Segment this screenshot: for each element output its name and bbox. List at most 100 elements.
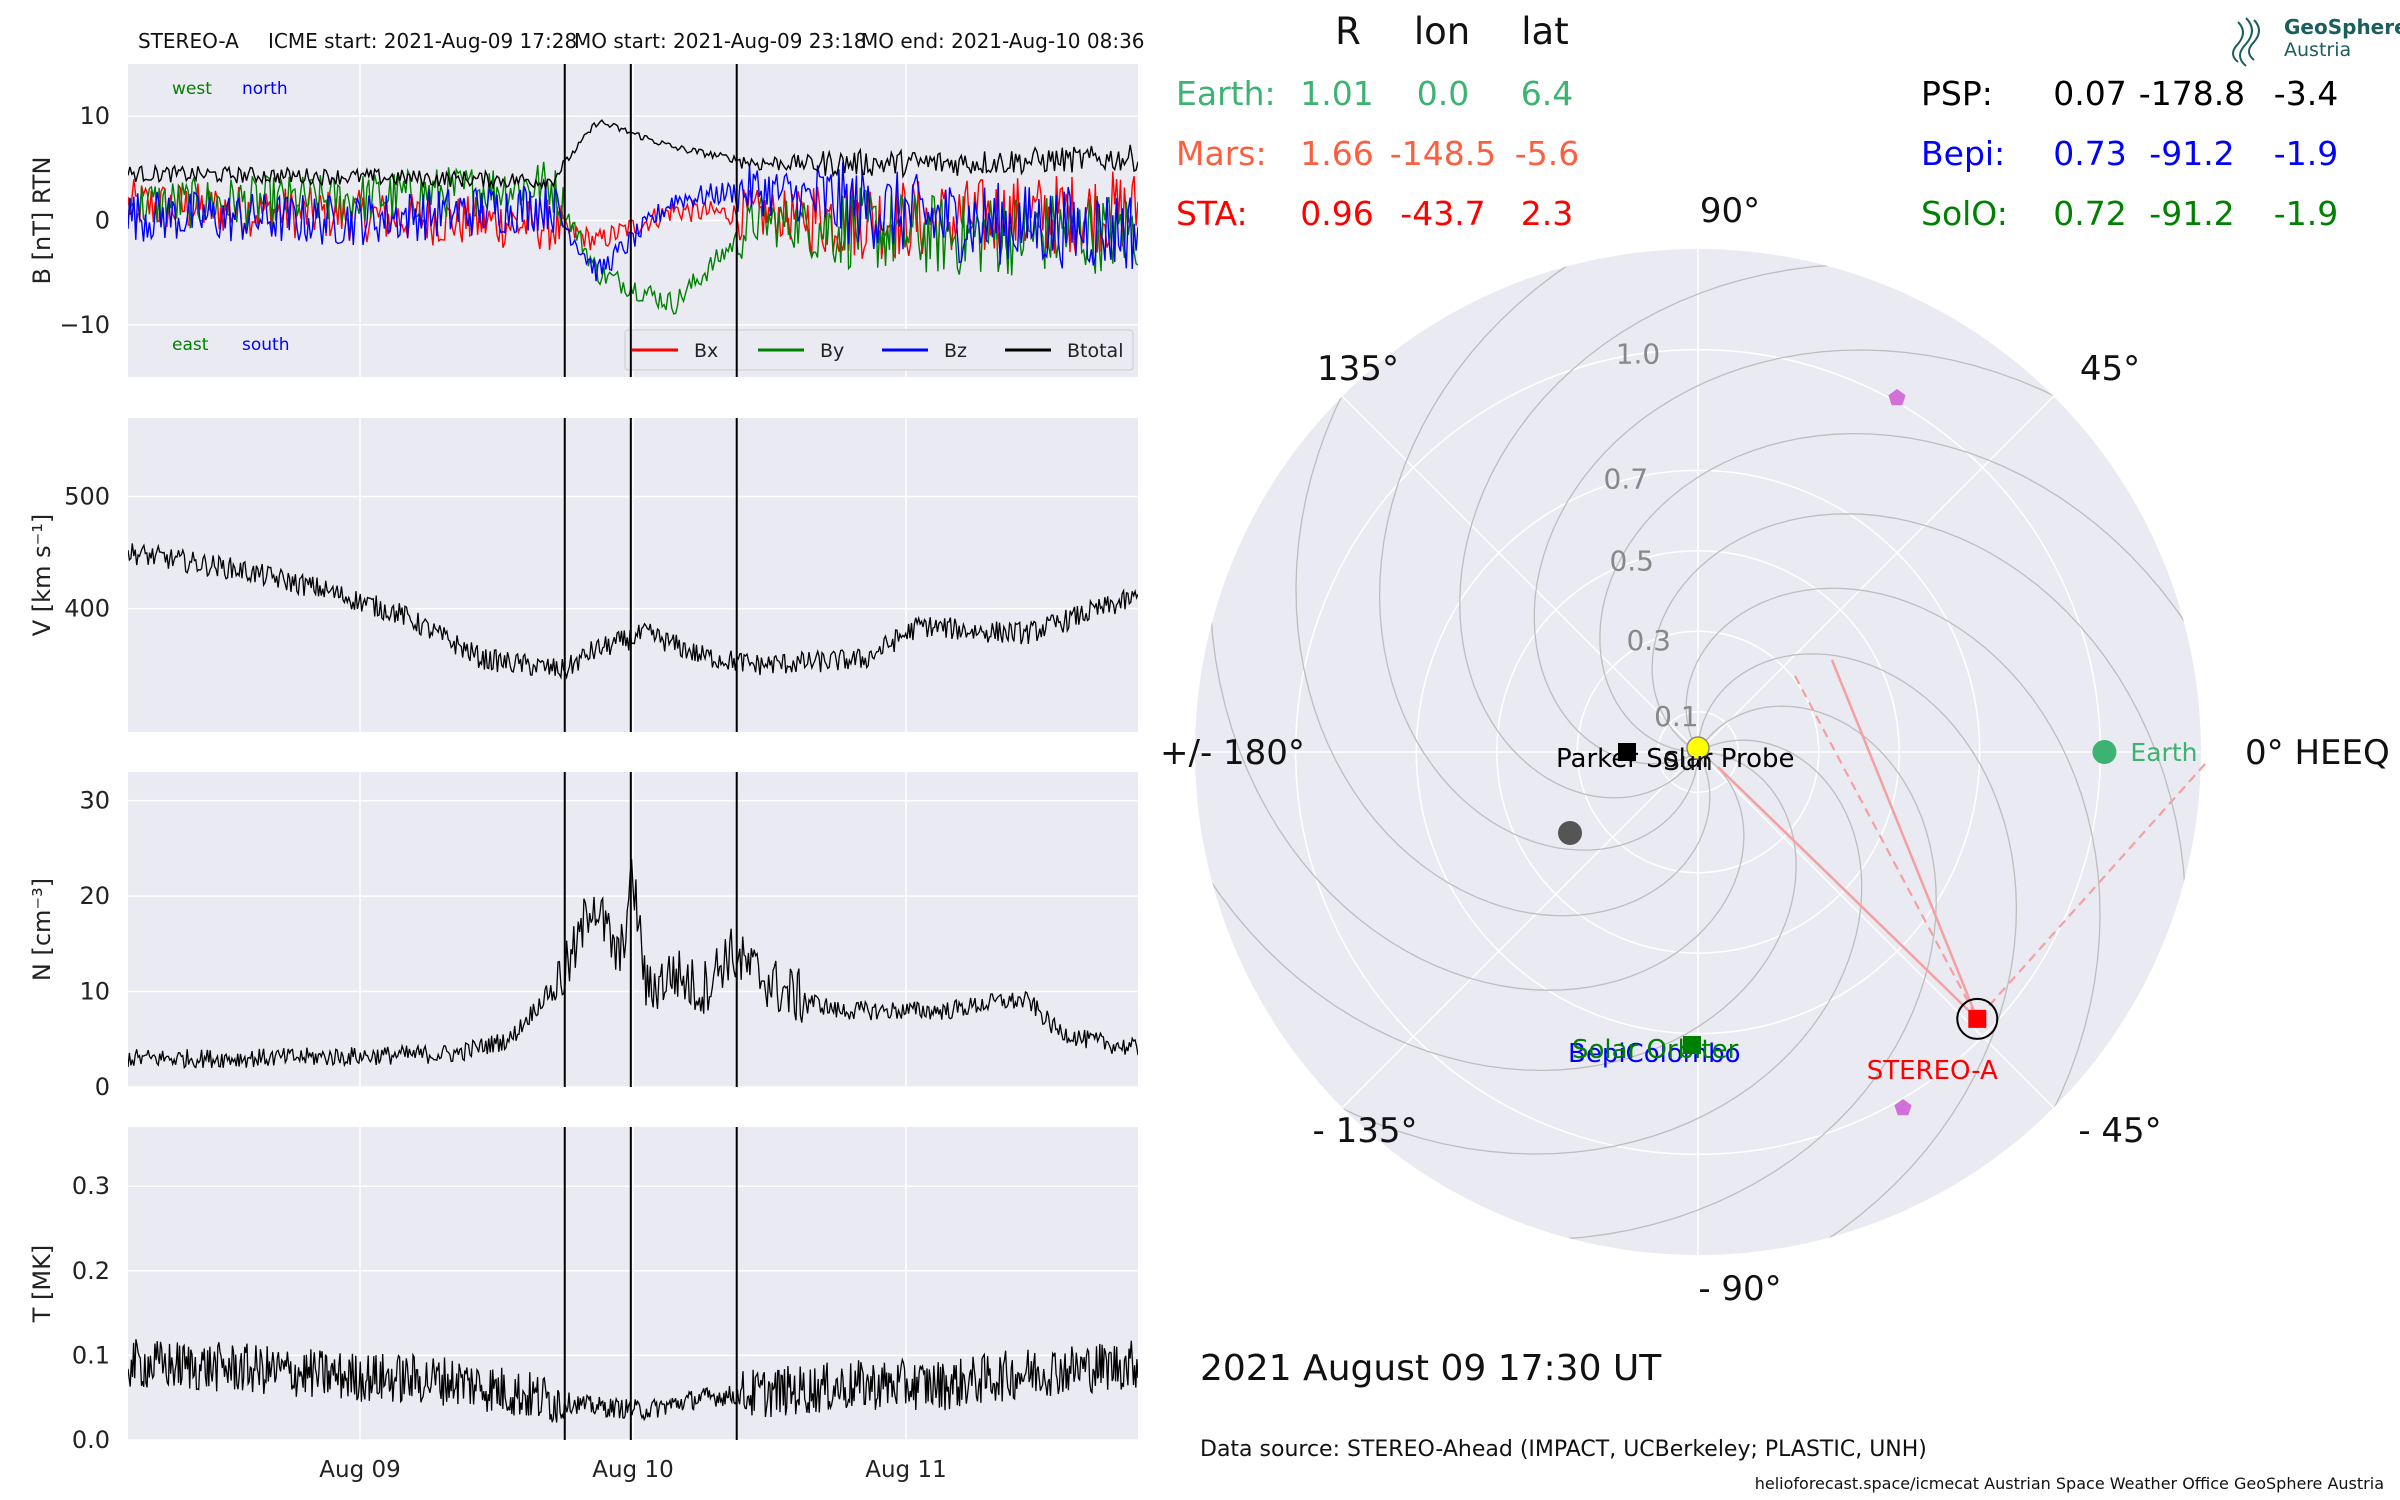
spiral-line xyxy=(1209,458,1745,991)
y-axis-label: T [MK] xyxy=(28,1245,56,1323)
row-r: 0.07 xyxy=(2053,74,2126,113)
angular-gridline xyxy=(1697,395,2055,753)
row-name: Mars: xyxy=(1176,134,1267,173)
marker-pentagon xyxy=(1888,389,1906,406)
row-r: 0.96 xyxy=(1300,194,1373,233)
polar-plot: 0.1 0.3 0.5 0.7 1.0 90° 45° 0° HEEQ - 45° - 90° - … xyxy=(1160,191,2390,1309)
geosphere-logo: GeoSphere Austria xyxy=(2232,15,2400,67)
table-row-earth: Earth: 1.01 0.0 6.4 xyxy=(1176,74,1573,113)
sta-fov-dashed-line xyxy=(1794,675,1979,1020)
row-lat: 6.4 xyxy=(1521,74,1573,113)
panel-data xyxy=(128,543,1138,680)
spiral-line xyxy=(1679,653,2018,1255)
sta-fov-line xyxy=(1830,659,1979,1020)
x-tick-label: Aug 09 xyxy=(319,1457,401,1483)
angle-label: - 45° xyxy=(2078,1111,2161,1151)
spiral-line xyxy=(1195,733,1797,1072)
angle-label: 90° xyxy=(1700,191,1760,231)
y-tick-label: 0 xyxy=(95,1073,110,1101)
annotation-north: north xyxy=(242,79,288,99)
date-time-label: 2021 August 09 17:30 UT xyxy=(1200,1348,1662,1389)
y-tick-label: 500 xyxy=(64,483,110,511)
panel-data xyxy=(128,119,1138,315)
marker-mercury xyxy=(1558,821,1582,845)
series-by xyxy=(128,161,1138,315)
row-lon: -148.5 xyxy=(1390,134,1496,173)
y-tick-label: 0 xyxy=(95,207,110,235)
table-col-header: lon xyxy=(1414,10,1470,53)
row-lat: -3.4 xyxy=(2274,74,2338,113)
spiral-line xyxy=(1207,739,1863,1155)
y-tick-label: 400 xyxy=(64,595,110,623)
label-solar-orbiter: Solar Orbiter xyxy=(1572,1035,1739,1065)
angular-gridline xyxy=(1341,751,1699,1109)
row-lat: -1.9 xyxy=(2274,194,2338,233)
marker-earth xyxy=(2092,740,2117,764)
header-mo-start: MO start: 2021-Aug-09 23:18 xyxy=(574,29,866,53)
marker-stereo-a xyxy=(1968,1009,1987,1028)
spiral-line xyxy=(1599,432,2201,771)
y-tick-label: 10 xyxy=(79,102,110,130)
spiral-line xyxy=(1404,705,1937,1241)
label-stereo-a: STEREO-A xyxy=(1867,1056,1998,1086)
y-tick-label: 0.0 xyxy=(72,1426,110,1454)
table-row-sta: STA: 0.96 -43.7 2.3 xyxy=(1176,194,1573,233)
x-tick-label: Aug 10 xyxy=(592,1457,674,1483)
label-bepicolombo: BepiColombo xyxy=(1568,1039,1741,1069)
row-lat: 2.3 xyxy=(1521,194,1573,233)
row-lon: -91.2 xyxy=(2149,194,2234,233)
logo-icon xyxy=(2232,17,2260,67)
legend-label-btotal: Btotal xyxy=(1067,340,1123,362)
table-row-bepi: Bepi: 0.73 -91.2 -1.9 xyxy=(1921,134,2338,173)
spiral-line xyxy=(1378,249,1717,851)
series-n xyxy=(128,859,1138,1070)
angle-label: - 135° xyxy=(1313,1111,1418,1151)
spiral-line xyxy=(1651,513,2187,1046)
table-row-solo: SolO: 0.72 -91.2 -1.9 xyxy=(1921,194,2338,233)
radial-tick-label: 0.5 xyxy=(1609,545,1654,578)
legend-label-bx: Bx xyxy=(694,340,718,362)
y-tick-label: −10 xyxy=(59,311,110,339)
row-lon: -178.8 xyxy=(2139,74,2245,113)
y-tick-label: 20 xyxy=(79,882,110,910)
radial-tick-label: 0.3 xyxy=(1626,624,1671,657)
y-axis-label: B [nT] RTN xyxy=(28,157,56,285)
parker-spirals xyxy=(1195,249,2201,1255)
table-col-header: lat xyxy=(1521,10,1568,53)
row-name: PSP: xyxy=(1921,74,1993,113)
angle-label: 135° xyxy=(1317,349,1399,389)
row-r: 1.01 xyxy=(1300,74,1373,113)
header-mo-end: MO end: 2021-Aug-10 08:36 xyxy=(861,29,1145,53)
angular-gridline xyxy=(1697,751,2055,1109)
row-r: 0.72 xyxy=(2053,194,2126,233)
radial-tick-label: 0.1 xyxy=(1654,700,1699,733)
marker-sta-ring xyxy=(1956,997,1999,1040)
angle-label: 0° HEEQ xyxy=(2245,733,2390,773)
row-lat: -1.9 xyxy=(2274,134,2338,173)
row-name: Earth: xyxy=(1176,74,1276,113)
spiral-line xyxy=(1533,349,2189,765)
annotation-south: south xyxy=(242,335,289,355)
x-tick-label: Aug 11 xyxy=(865,1457,947,1483)
y-axis-label: V [km s⁻¹] xyxy=(28,514,56,636)
y-tick-label: 30 xyxy=(79,787,110,815)
row-lon: 0.0 xyxy=(1417,74,1469,113)
y-tick-label: 0.2 xyxy=(72,1257,110,1285)
label-sun: Sun xyxy=(1663,747,1712,777)
panel-1: 500 400 V [km s⁻¹] xyxy=(28,418,1138,732)
marker-sun xyxy=(1686,736,1710,760)
angle-label: +/- 180° xyxy=(1160,733,1305,773)
series-btotal xyxy=(128,119,1138,190)
angle-label: - 90° xyxy=(1698,1269,1781,1309)
legend-label-bz: Bz xyxy=(944,340,967,362)
data-source: Data source: STEREO-Ahead (IMPACT, UCBer… xyxy=(1200,1437,1927,1462)
row-name: SolO: xyxy=(1921,194,2008,233)
row-name: Bepi: xyxy=(1921,134,2005,173)
row-r: 1.66 xyxy=(1300,134,1373,173)
spiral-line xyxy=(1685,587,2101,1243)
label-parker-solar-probe: Parker Solar Probe xyxy=(1556,744,1794,774)
sta-fov-dashed-line xyxy=(1976,763,2206,1020)
label-earth: Earth xyxy=(2130,738,2197,767)
